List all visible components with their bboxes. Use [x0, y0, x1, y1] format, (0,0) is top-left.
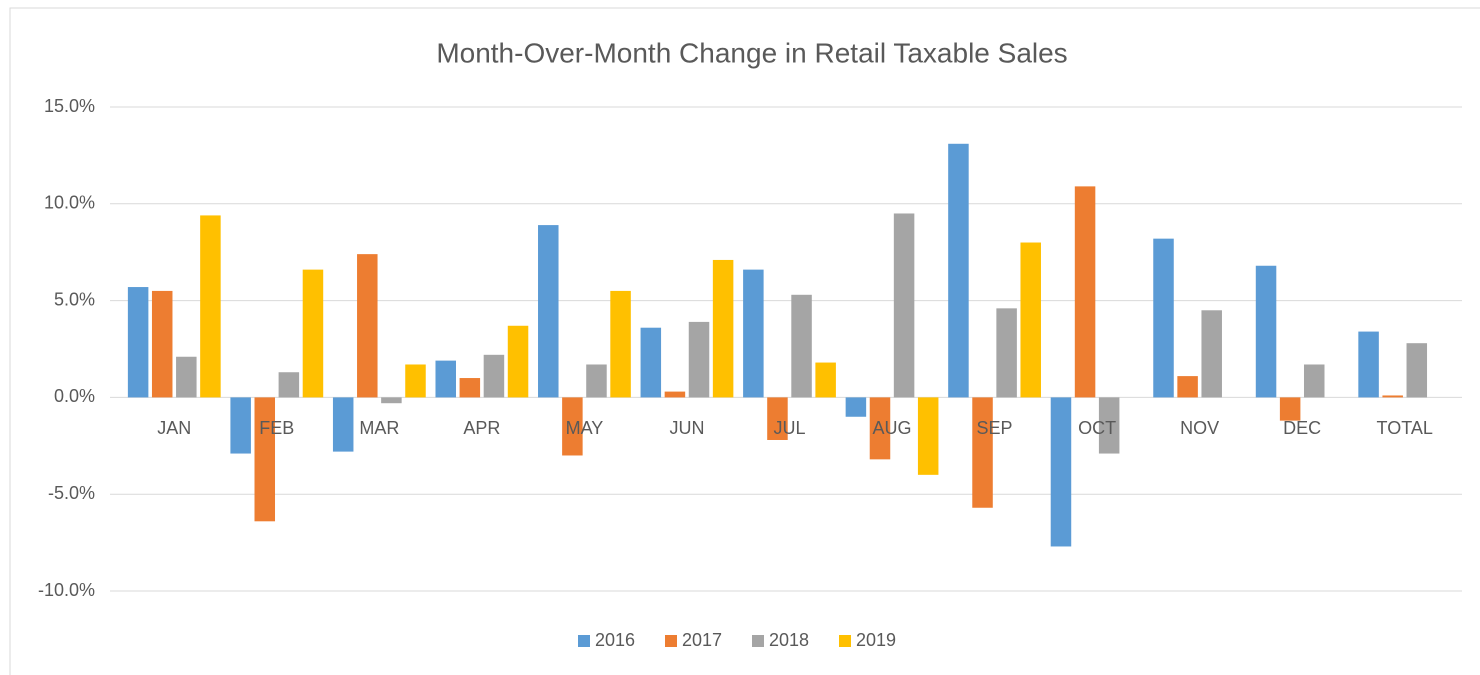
bar — [278, 372, 300, 398]
legend-swatch — [839, 635, 851, 647]
bar — [332, 397, 354, 452]
x-tick-label: MAY — [566, 418, 604, 438]
y-tick-label: 0.0% — [54, 386, 95, 406]
bar — [1303, 364, 1325, 398]
bar — [1050, 397, 1072, 547]
y-tick-label: 5.0% — [54, 289, 95, 309]
x-tick-label: JUN — [669, 418, 704, 438]
bar — [1279, 397, 1301, 421]
bar — [562, 397, 583, 456]
legend-label: 2017 — [682, 630, 722, 650]
bar — [1098, 397, 1120, 454]
legend-label: 2018 — [769, 630, 809, 650]
x-tick-label: AUG — [873, 418, 912, 438]
bar — [127, 287, 149, 398]
bar — [1382, 395, 1403, 398]
y-tick-label: -5.0% — [48, 483, 95, 503]
x-tick-label: TOTAL — [1377, 418, 1433, 438]
bar — [1255, 265, 1277, 398]
bar — [230, 397, 251, 454]
bar — [869, 397, 891, 460]
bar — [483, 354, 505, 398]
x-tick-label: FEB — [259, 418, 294, 438]
legend-label: 2016 — [595, 630, 635, 650]
bar — [743, 269, 764, 398]
bar — [381, 397, 402, 404]
bar — [610, 290, 631, 398]
bar — [972, 397, 993, 508]
bar — [151, 290, 173, 398]
bar — [791, 294, 812, 398]
bar — [948, 143, 969, 398]
bar — [254, 397, 276, 522]
bar — [996, 308, 1017, 398]
bar — [893, 213, 915, 398]
bar — [917, 397, 939, 475]
bar — [405, 364, 426, 398]
bar — [664, 391, 686, 398]
legend-swatch — [578, 635, 590, 647]
x-tick-label: JUL — [773, 418, 805, 438]
bar — [712, 259, 734, 398]
x-tick-label: JAN — [157, 418, 191, 438]
bar — [1358, 331, 1379, 398]
bar — [815, 362, 836, 398]
bar — [435, 360, 456, 398]
x-tick-label: OCT — [1078, 418, 1116, 438]
legend-swatch — [752, 635, 764, 647]
bar — [357, 254, 378, 398]
bar — [767, 397, 788, 440]
y-tick-label: -10.0% — [38, 580, 95, 600]
bar — [176, 356, 197, 398]
bar — [688, 321, 710, 398]
x-tick-label: APR — [463, 418, 500, 438]
bar — [1020, 242, 1041, 398]
x-tick-label: MAR — [359, 418, 399, 438]
bar — [302, 269, 324, 398]
bar — [1406, 343, 1428, 398]
y-tick-label: 15.0% — [44, 96, 95, 116]
bar — [459, 378, 481, 398]
bar — [640, 327, 662, 398]
legend-label: 2019 — [856, 630, 896, 650]
chart-title: Month-Over-Month Change in Retail Taxabl… — [436, 37, 1067, 68]
bar — [1201, 310, 1222, 398]
bar — [538, 225, 559, 398]
bar — [1074, 186, 1096, 398]
bar — [586, 364, 607, 398]
bar — [845, 397, 867, 417]
legend-swatch — [665, 635, 677, 647]
bar — [1153, 238, 1174, 398]
bar — [200, 215, 221, 398]
x-tick-label: DEC — [1283, 418, 1321, 438]
y-tick-label: 10.0% — [44, 193, 95, 213]
bar — [507, 325, 529, 398]
bar — [1177, 376, 1198, 398]
x-tick-label: SEP — [977, 418, 1013, 438]
x-tick-label: NOV — [1180, 418, 1219, 438]
